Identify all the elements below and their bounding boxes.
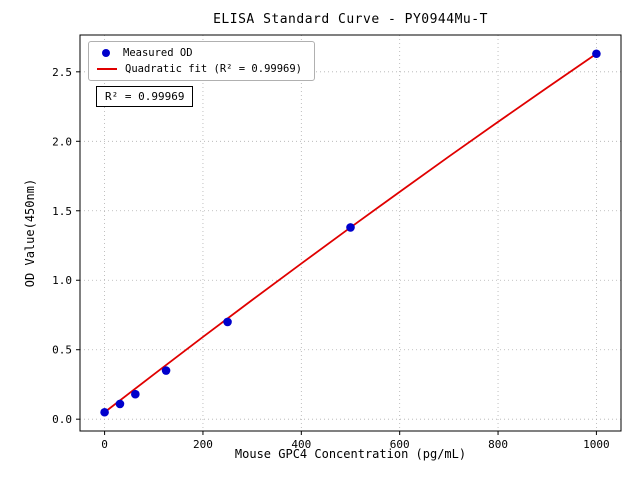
legend-label-quadratic-fit: Quadratic fit (R² = 0.99969) [125, 62, 303, 75]
line-marker-icon [97, 67, 117, 70]
svg-text:600: 600 [390, 438, 410, 451]
svg-text:0.0: 0.0 [52, 413, 72, 426]
svg-text:2.0: 2.0 [52, 135, 72, 148]
chart-title: ELISA Standard Curve - PY0944Mu-T [213, 12, 488, 27]
y-axis-label: OD Value(450nm) [23, 178, 37, 288]
svg-text:0.5: 0.5 [52, 344, 72, 357]
x-axis-label: Mouse GPC4 Concentration (pg/mL) [234, 447, 467, 461]
svg-text:2.5: 2.5 [52, 66, 72, 79]
svg-text:800: 800 [488, 438, 508, 451]
svg-text:1.0: 1.0 [52, 274, 72, 287]
svg-text:400: 400 [291, 438, 311, 451]
svg-text:0: 0 [101, 438, 108, 451]
r-squared-annotation: R² = 0.99969 [96, 86, 194, 108]
legend-label-measured-od: Measured OD [123, 47, 193, 59]
legend-item-quadratic-fit: Quadratic fit (R² = 0.99969) [97, 62, 303, 75]
svg-text:200: 200 [193, 438, 213, 451]
scatter-marker-icon [102, 49, 110, 58]
legend-item-measured-od: Measured OD [97, 48, 302, 59]
legend: Measured OD Quadratic fit (R² = 0.99969) [88, 41, 316, 81]
svg-text:1.5: 1.5 [52, 205, 72, 218]
svg-text:1000: 1000 [583, 438, 610, 451]
